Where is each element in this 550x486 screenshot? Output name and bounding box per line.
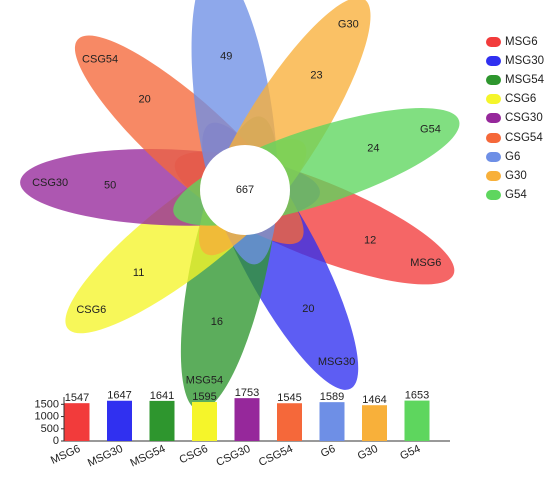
bar-csg6 bbox=[192, 402, 217, 441]
bar-value-label-csg54: 1545 bbox=[277, 392, 301, 404]
legend-item-msg54: MSG54 bbox=[486, 70, 550, 89]
legend-label-csg30: CSG30 bbox=[505, 112, 543, 125]
legend-swatch-msg6 bbox=[486, 36, 501, 47]
bar-msg54 bbox=[149, 400, 175, 441]
legend-item-msg6: MSG6 bbox=[486, 32, 550, 51]
xtick-label-csg6: CSG6 bbox=[178, 443, 210, 467]
core-value: 667 bbox=[236, 184, 254, 196]
petal-name-g30: G30 bbox=[338, 19, 359, 31]
petal-value-g6: 49 bbox=[220, 50, 232, 62]
bar-value-label-msg6: 1547 bbox=[65, 392, 89, 404]
legend-label-msg54: MSG54 bbox=[505, 73, 544, 86]
petal-name-csg30: CSG30 bbox=[32, 177, 68, 189]
ytick-label: 0 bbox=[53, 435, 59, 447]
petal-value-csg54: 20 bbox=[139, 94, 151, 106]
petal-value-msg54: 16 bbox=[211, 316, 223, 328]
legend-item-csg54: CSG54 bbox=[486, 128, 550, 147]
ytick-label: 1000 bbox=[35, 411, 59, 423]
petal-name-msg30: MSG30 bbox=[318, 356, 355, 368]
xtick-label-csg54: CSG54 bbox=[257, 443, 295, 469]
petal-name-g6: G6 bbox=[211, 0, 226, 3]
bar-msg30 bbox=[107, 400, 132, 441]
bar-value-label-g54: 1653 bbox=[405, 390, 429, 402]
legend-swatch-msg54 bbox=[486, 74, 501, 85]
legend: MSG6 MSG30 MSG54 CSG6 CSG30 CSG54 G6 G30 G54 bbox=[486, 32, 550, 205]
petal-value-msg30: 20 bbox=[302, 303, 314, 315]
bar-csg30 bbox=[234, 398, 260, 441]
bar-value-label-csg30: 1753 bbox=[235, 387, 259, 399]
bar-value-label-g6: 1589 bbox=[320, 391, 344, 403]
legend-item-csg30: CSG30 bbox=[486, 109, 550, 128]
legend-label-msg6: MSG6 bbox=[505, 35, 538, 48]
legend-label-g30: G30 bbox=[505, 169, 527, 182]
petal-name-csg54: CSG54 bbox=[82, 54, 118, 66]
petal-value-g54: 24 bbox=[367, 142, 379, 154]
bar-g30 bbox=[362, 405, 387, 441]
legend-label-csg6: CSG6 bbox=[505, 93, 537, 106]
legend-swatch-csg30 bbox=[486, 113, 501, 124]
petal-value-csg30: 50 bbox=[104, 179, 116, 191]
legend-label-csg54: CSG54 bbox=[505, 131, 543, 144]
petal-value-msg6: 12 bbox=[364, 235, 376, 247]
legend-item-g30: G30 bbox=[486, 166, 550, 185]
core-circle bbox=[200, 145, 290, 235]
bar-value-label-msg30: 1647 bbox=[107, 390, 131, 402]
petal-value-g30: 23 bbox=[310, 70, 322, 82]
legend-swatch-csg54 bbox=[486, 132, 501, 143]
legend-item-msg30: MSG30 bbox=[486, 51, 550, 70]
xtick-label-g54: G54 bbox=[398, 443, 422, 463]
petal-name-msg6: MSG6 bbox=[410, 257, 441, 269]
legend-swatch-g30 bbox=[486, 170, 501, 181]
xtick-label-csg30: CSG30 bbox=[214, 443, 252, 469]
bar-g54 bbox=[404, 400, 430, 441]
bar-g6 bbox=[319, 402, 345, 441]
legend-swatch-csg6 bbox=[486, 94, 501, 105]
legend-label-g6: G6 bbox=[505, 150, 521, 163]
petal-name-csg6: CSG6 bbox=[76, 304, 106, 316]
bar-value-label-msg54: 1641 bbox=[150, 390, 174, 402]
bar-csg54 bbox=[277, 403, 302, 441]
legend-item-g6: G6 bbox=[486, 147, 550, 166]
bar-msg6 bbox=[64, 403, 90, 441]
bar-value-label-csg6: 1595 bbox=[192, 391, 216, 403]
ytick-label: 1500 bbox=[35, 398, 59, 410]
xtick-label-msg54: MSG54 bbox=[128, 443, 167, 470]
legend-swatch-g54 bbox=[486, 190, 501, 201]
petal-value-csg6: 11 bbox=[133, 267, 144, 279]
xtick-label-msg30: MSG30 bbox=[86, 443, 125, 470]
petal-name-msg54: MSG54 bbox=[186, 375, 223, 387]
legend-label-g54: G54 bbox=[505, 189, 527, 202]
ytick-label: 500 bbox=[41, 423, 59, 435]
legend-swatch-g6 bbox=[486, 151, 501, 162]
petal-name-g54: G54 bbox=[420, 124, 441, 136]
bar-value-label-g30: 1464 bbox=[362, 394, 386, 406]
legend-item-csg6: CSG6 bbox=[486, 90, 550, 109]
xtick-label-g6: G6 bbox=[319, 443, 337, 460]
legend-swatch-msg30 bbox=[486, 55, 501, 66]
xtick-label-g30: G30 bbox=[356, 443, 380, 463]
legend-label-msg30: MSG30 bbox=[505, 54, 544, 67]
legend-item-g54: G54 bbox=[486, 186, 550, 205]
